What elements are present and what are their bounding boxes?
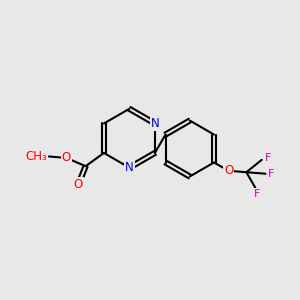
Text: CH₃: CH₃ [26,150,47,163]
Text: O: O [224,164,233,177]
Text: F: F [264,153,271,164]
Text: F: F [268,169,274,179]
Text: F: F [254,189,260,199]
Text: N: N [151,117,159,130]
Text: O: O [74,178,83,191]
Text: N: N [125,161,134,174]
Text: O: O [62,152,71,164]
